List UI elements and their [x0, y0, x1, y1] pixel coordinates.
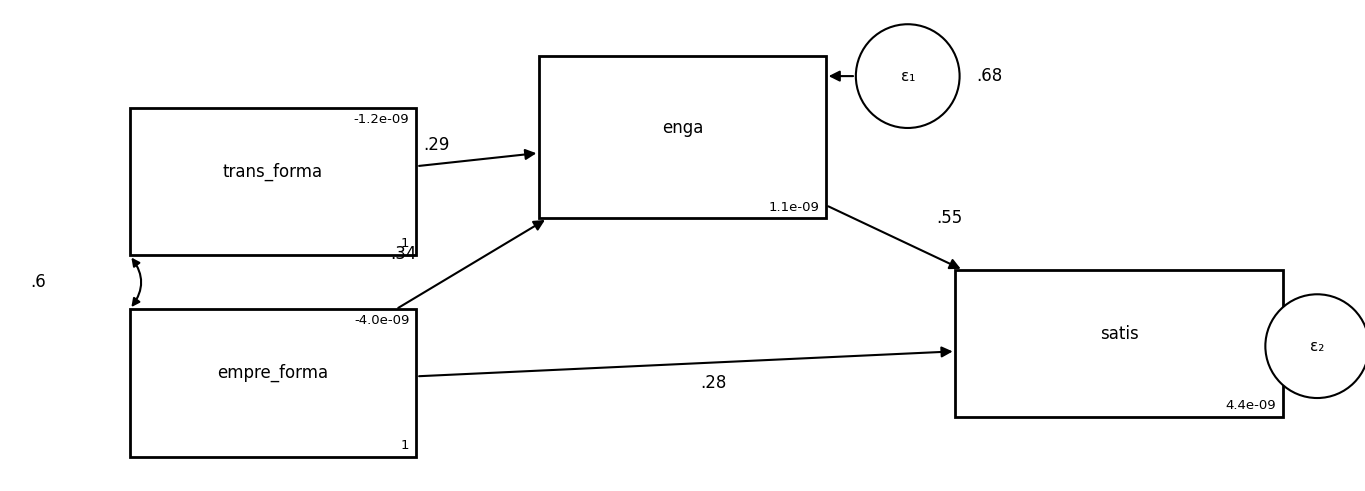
Text: .55: .55	[936, 209, 962, 227]
Text: .34: .34	[390, 245, 416, 263]
Text: .28: .28	[700, 375, 726, 392]
Text: -1.2e-09: -1.2e-09	[354, 113, 410, 126]
Text: ε₂: ε₂	[1310, 339, 1324, 354]
Ellipse shape	[856, 24, 960, 128]
FancyArrowPatch shape	[1268, 342, 1278, 351]
Text: satis: satis	[1100, 325, 1138, 343]
Text: 4.4e-09: 4.4e-09	[1226, 400, 1276, 412]
Bar	[955, 270, 1283, 417]
Text: -4.0e-09: -4.0e-09	[354, 314, 410, 327]
Text: 1: 1	[401, 439, 410, 452]
FancyArrowPatch shape	[132, 259, 141, 305]
Text: .68: .68	[976, 67, 1002, 85]
Bar	[130, 108, 416, 255]
Text: .6: .6	[30, 273, 46, 291]
Ellipse shape	[1265, 294, 1365, 398]
Text: enga: enga	[662, 119, 703, 136]
Text: .29: .29	[423, 136, 450, 154]
Bar	[130, 309, 416, 457]
FancyArrowPatch shape	[831, 72, 853, 81]
Text: 1: 1	[401, 238, 410, 250]
Text: empre_forma: empre_forma	[217, 364, 329, 382]
Text: trans_forma: trans_forma	[222, 163, 324, 181]
Bar	[539, 56, 826, 218]
Text: 1.1e-09: 1.1e-09	[768, 201, 819, 214]
Text: ε₁: ε₁	[901, 69, 915, 83]
